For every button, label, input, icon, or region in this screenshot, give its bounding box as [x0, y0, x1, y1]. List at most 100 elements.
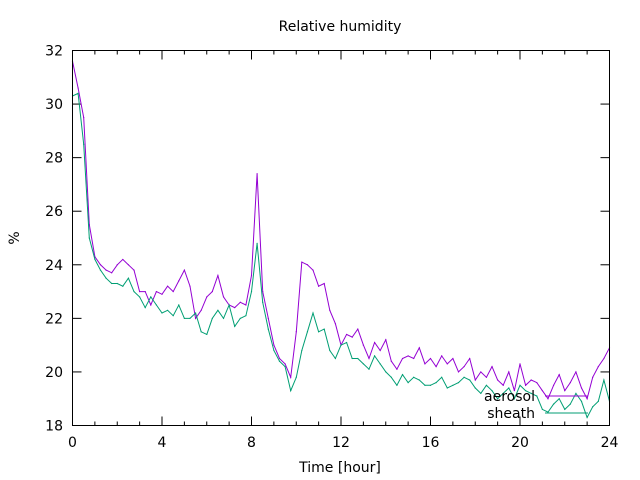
data-point-sheath — [519, 384, 521, 386]
data-point-aerosol — [301, 261, 303, 263]
data-point-aerosol — [351, 336, 353, 338]
data-point-aerosol — [513, 390, 516, 392]
data-point-sheath — [301, 349, 303, 352]
data-point-sheath — [362, 363, 364, 365]
data-point-aerosol — [222, 296, 225, 298]
data-point-sheath — [513, 398, 516, 400]
data-point-sheath — [211, 317, 213, 319]
data-point-aerosol — [345, 333, 348, 336]
data-point-aerosol — [580, 387, 583, 389]
data-point-aerosol — [552, 384, 555, 386]
x-axis-label: Time [hour] — [298, 460, 381, 476]
data-point-sheath — [217, 309, 219, 311]
data-point-sheath — [597, 400, 599, 402]
data-point-aerosol — [536, 382, 538, 384]
data-point-sheath — [469, 379, 471, 381]
data-point-sheath — [312, 312, 314, 314]
data-point-aerosol — [250, 274, 253, 277]
data-point-aerosol — [441, 355, 443, 357]
data-point-sheath — [127, 277, 130, 279]
data-point-sheath — [133, 290, 135, 293]
data-point-sheath — [592, 406, 594, 408]
data-point-aerosol — [463, 365, 465, 368]
data-point-sheath — [457, 382, 460, 384]
data-point-sheath — [256, 242, 258, 244]
data-point-sheath — [480, 392, 482, 394]
y-tick-label: 20 — [45, 365, 63, 381]
data-point-aerosol — [569, 382, 571, 384]
data-point-sheath — [502, 392, 504, 394]
data-point-aerosol — [508, 371, 510, 373]
data-point-sheath — [94, 258, 96, 261]
data-point-aerosol — [144, 290, 146, 293]
data-point-sheath — [586, 416, 588, 419]
data-point-sheath — [524, 390, 527, 392]
data-point-sheath — [413, 376, 415, 378]
legend-label-aerosol: aerosol — [484, 389, 535, 405]
data-point-sheath — [536, 395, 538, 397]
data-point-sheath — [194, 312, 197, 314]
data-point-sheath — [318, 331, 320, 333]
data-point-sheath — [357, 357, 359, 360]
data-point-aerosol — [385, 339, 387, 341]
x-tick-label: 16 — [422, 435, 440, 451]
data-point-aerosol — [547, 398, 549, 400]
data-point-aerosol — [401, 357, 404, 360]
data-point-sheath — [379, 363, 381, 365]
data-point-aerosol — [189, 285, 191, 287]
data-point-aerosol — [211, 290, 213, 293]
data-point-sheath — [474, 387, 476, 389]
data-point-sheath — [88, 237, 90, 239]
data-point-aerosol — [564, 390, 566, 392]
data-point-sheath — [222, 317, 225, 319]
data-point-aerosol — [396, 368, 398, 370]
data-point-sheath — [166, 309, 169, 311]
data-point-sheath — [446, 387, 448, 389]
data-point-aerosol — [446, 363, 448, 365]
data-point-aerosol — [105, 269, 107, 271]
data-point-aerosol — [586, 398, 588, 400]
data-point-sheath — [83, 143, 85, 145]
x-tick-label: 0 — [68, 435, 77, 451]
data-point-aerosol — [497, 379, 499, 381]
data-point-sheath — [116, 282, 118, 285]
data-point-sheath — [385, 371, 387, 373]
data-point-sheath — [580, 400, 583, 402]
data-point-aerosol — [127, 264, 130, 266]
x-tick-label: 20 — [511, 435, 529, 451]
data-point-aerosol — [161, 293, 163, 295]
data-point-sheath — [491, 390, 493, 392]
y-tick-label: 18 — [45, 419, 63, 435]
data-point-sheath — [245, 315, 247, 317]
data-point-sheath — [547, 411, 549, 413]
data-point-aerosol — [491, 365, 493, 368]
data-point-aerosol — [166, 285, 169, 287]
data-point-aerosol — [357, 328, 359, 330]
data-point-aerosol — [206, 296, 208, 298]
data-point-aerosol — [139, 290, 141, 293]
data-point-sheath — [178, 304, 180, 306]
data-point-aerosol — [133, 269, 135, 271]
data-point-sheath — [273, 349, 275, 352]
data-point-aerosol — [122, 258, 124, 261]
data-point-aerosol — [172, 290, 174, 293]
data-point-aerosol — [267, 317, 269, 319]
y-tick-label: 24 — [45, 258, 63, 274]
data-point-aerosol — [469, 357, 471, 360]
data-point-aerosol — [429, 357, 432, 360]
data-point-sheath — [200, 331, 202, 333]
data-point-aerosol — [295, 331, 297, 333]
data-point-aerosol — [435, 365, 437, 368]
data-point-aerosol — [234, 307, 236, 309]
data-point-sheath — [497, 398, 499, 400]
data-point-sheath — [172, 315, 174, 317]
x-tick-label: 8 — [247, 435, 256, 451]
data-point-sheath — [407, 382, 409, 384]
data-point-sheath — [390, 376, 392, 378]
data-point-aerosol — [452, 357, 454, 360]
data-point-sheath — [396, 384, 398, 386]
data-point-aerosol — [418, 347, 420, 349]
data-point-aerosol — [200, 309, 202, 311]
series-line-sheath — [72, 92, 610, 419]
data-point-sheath — [144, 307, 146, 309]
